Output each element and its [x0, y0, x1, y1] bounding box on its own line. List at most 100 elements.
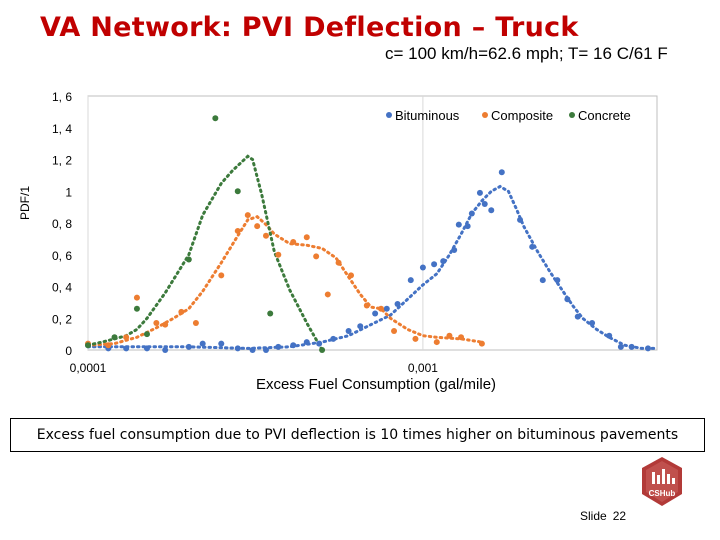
point-bituminous	[383, 305, 390, 312]
point-bituminous	[234, 345, 241, 352]
x-tick-label: 0,0001	[70, 361, 107, 375]
point-concrete	[143, 331, 150, 338]
y-tick-label: 1, 2	[52, 154, 72, 168]
legend-marker-bituminous	[386, 112, 392, 118]
legend-marker-composite	[482, 112, 488, 118]
y-tick-label: 1, 4	[52, 122, 72, 136]
point-composite	[262, 232, 269, 239]
point-composite	[412, 335, 419, 342]
point-concrete	[85, 342, 91, 349]
point-concrete	[267, 310, 274, 317]
point-composite	[178, 308, 185, 315]
legend-marker-concrete	[569, 112, 575, 118]
point-composite	[244, 212, 251, 219]
point-bituminous	[574, 313, 581, 320]
point-bituminous	[290, 342, 297, 349]
trendline-concrete	[86, 154, 324, 352]
point-bituminous	[451, 246, 458, 253]
legend-label-bituminous: Bituminous	[395, 108, 460, 123]
point-bituminous	[431, 261, 438, 268]
point-composite	[313, 253, 320, 260]
point-concrete	[234, 188, 241, 195]
point-bituminous	[589, 320, 596, 327]
point-composite	[133, 294, 140, 301]
legend-label-composite: Composite	[491, 108, 553, 123]
chart: 0 0, 2 0, 4 0, 6 0, 8 1 1, 2 1, 4 1, 6 0,0001 0,0…	[52, 90, 659, 393]
point-composite	[446, 332, 453, 339]
y-tick-label: 1, 6	[52, 90, 72, 104]
x-tick-label: 0,001	[408, 361, 438, 375]
point-bituminous	[185, 343, 192, 350]
point-bituminous	[468, 210, 475, 217]
point-bituminous	[440, 258, 447, 265]
point-composite	[254, 223, 261, 230]
point-composite	[218, 272, 225, 279]
y-tick-label: 0, 4	[52, 281, 72, 295]
y-tick-label: 0, 8	[52, 217, 72, 231]
point-bituminous	[481, 200, 488, 207]
plot-area	[87, 95, 658, 351]
x-axis-label: Excess Fuel Consumption (gal/mile)	[256, 376, 496, 393]
point-composite	[335, 259, 342, 266]
point-bituminous	[645, 345, 652, 352]
point-bituminous	[357, 323, 364, 330]
slide-number: Slide 22	[580, 509, 626, 523]
point-bituminous	[303, 339, 310, 346]
point-bituminous	[617, 343, 624, 350]
point-bituminous	[330, 335, 337, 342]
point-bituminous	[564, 296, 571, 303]
y-tick-label: 1	[65, 185, 72, 199]
point-bituminous	[262, 347, 269, 353]
point-bituminous	[249, 347, 256, 353]
point-bituminous	[345, 327, 352, 334]
point-bituminous	[419, 264, 426, 271]
point-concrete	[133, 305, 140, 312]
point-bituminous	[628, 343, 635, 350]
point-composite	[275, 251, 282, 258]
point-composite	[478, 340, 485, 347]
legend-label-concrete: Concrete	[578, 108, 631, 123]
point-composite	[303, 234, 310, 241]
point-bituminous	[123, 345, 130, 352]
slide-label: Slide	[580, 509, 607, 523]
caption-box: Excess fuel consumption due to PVI defle…	[10, 418, 705, 452]
point-composite	[192, 320, 199, 327]
point-concrete	[185, 256, 192, 263]
point-concrete	[111, 334, 118, 341]
point-bituminous	[464, 223, 471, 230]
point-bituminous	[517, 216, 524, 223]
svg-text:CSHub: CSHub	[649, 489, 676, 498]
point-bituminous	[218, 340, 225, 347]
point-composite	[162, 321, 169, 328]
point-bituminous	[162, 347, 169, 353]
point-composite	[363, 302, 370, 309]
y-tick-label: 0, 6	[52, 249, 72, 263]
trendline-bituminous	[86, 184, 659, 350]
point-composite	[290, 239, 297, 246]
point-composite	[391, 327, 398, 334]
point-bituminous	[529, 243, 536, 250]
point-concrete	[212, 115, 219, 122]
point-bituminous	[476, 189, 483, 196]
slide-title: VA Network: PVI Deflection – Truck	[40, 12, 579, 43]
point-composite	[123, 334, 130, 341]
point-bituminous	[455, 221, 462, 228]
cshub-logo: CSHub	[642, 457, 682, 506]
point-composite	[234, 227, 241, 234]
point-bituminous	[372, 310, 379, 317]
point-composite	[378, 305, 385, 312]
point-bituminous	[539, 277, 546, 284]
point-concrete	[319, 347, 326, 353]
point-bituminous	[143, 345, 150, 352]
point-bituminous	[199, 340, 206, 347]
slide-number-value: 22	[612, 509, 627, 523]
caption-text: Excess fuel consumption due to PVI defle…	[36, 427, 679, 443]
point-composite	[348, 272, 355, 279]
point-bituminous	[316, 340, 323, 347]
y-tick-label: 0	[65, 344, 72, 358]
point-bituminous	[407, 277, 414, 284]
y-tick-label: 0, 2	[52, 312, 72, 326]
point-bituminous	[488, 207, 495, 214]
point-composite	[153, 320, 160, 327]
point-bituminous	[554, 277, 561, 284]
